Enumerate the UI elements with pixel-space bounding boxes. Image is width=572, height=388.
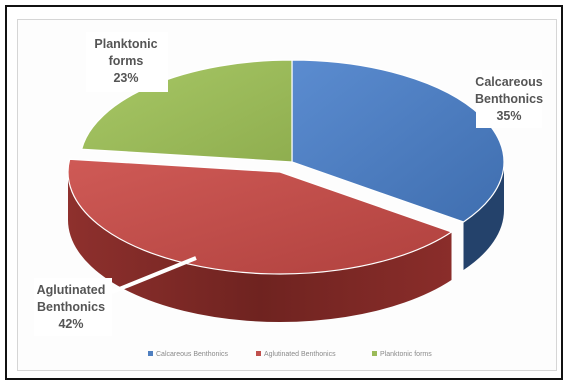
- slice-label-line: Calcareous: [475, 75, 542, 89]
- pie-top-faces: [67, 59, 505, 275]
- slice-label-line: 23%: [113, 71, 138, 85]
- slice-label-line: 35%: [496, 109, 521, 123]
- slice-label-line: Planktonic: [94, 37, 157, 51]
- pie-side-1: [68, 172, 452, 322]
- legend-entry: Calcareous Benthonics: [156, 351, 228, 358]
- leader-line: [111, 256, 197, 294]
- legend-entry: Aglutinated Benthonics: [264, 351, 336, 358]
- pie-side-walls: [68, 162, 504, 322]
- slice-label-box: [34, 278, 112, 336]
- slice-label-line: 42%: [58, 317, 83, 331]
- pie-slice-aglutinated-benthonics: [68, 172, 452, 322]
- slice-label-line: forms: [109, 54, 144, 68]
- slice-label-line: Benthonics: [475, 92, 543, 106]
- slice-label-box: [476, 70, 542, 128]
- legend-swatch: [372, 351, 377, 356]
- legend-entry: Planktonic forms: [380, 351, 432, 358]
- slice-labels: Calcareous Benthonics 35% Aglutinated Bentho…: [34, 32, 543, 336]
- legend-swatch: [148, 351, 153, 356]
- pie-side-0: [463, 162, 504, 270]
- pie-top-aglutinated-benthonics: [67, 158, 453, 275]
- legend-swatch: [256, 351, 261, 356]
- slice-label-line: Benthonics: [37, 300, 105, 314]
- pie-slice-calcareous-benthonics: [463, 162, 504, 270]
- slice-label-box: [86, 32, 168, 92]
- slice-label-line: Aglutinated: [37, 283, 106, 297]
- legend: Calcareous Benthonics Aglutinated Benthon…: [148, 351, 432, 358]
